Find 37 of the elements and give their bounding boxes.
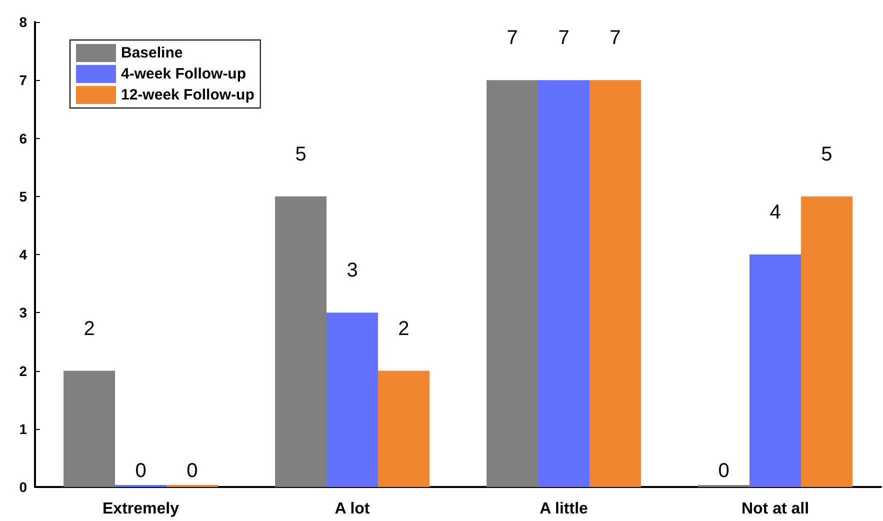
legend-label: 12-week Follow-up (121, 86, 254, 104)
legend-label: Baseline (121, 44, 183, 62)
y-tick-label: 4 (19, 246, 28, 262)
data-label: 5 (295, 143, 306, 166)
bar (275, 196, 327, 487)
data-label: 7 (558, 27, 570, 50)
x-tick-label: A lot (334, 500, 370, 518)
y-tick-label: 6 (19, 130, 28, 146)
data-label: 5 (821, 143, 832, 166)
bar (589, 80, 641, 487)
x-tick-label: Not at all (741, 500, 810, 518)
data-label: 0 (135, 460, 146, 482)
data-label: 7 (506, 27, 518, 50)
y-tick-label: 2 (19, 362, 28, 379)
data-label: 2 (84, 318, 95, 340)
y-tick-label: 7 (19, 72, 28, 88)
data-label: 7 (610, 27, 621, 50)
legend-label: 4-week Follow-up (121, 66, 246, 82)
bar (326, 312, 378, 487)
data-label: 0 (186, 460, 198, 482)
y-tick-label: 8 (19, 14, 28, 30)
y-tick-label: 3 (19, 304, 28, 321)
data-label: 2 (398, 318, 410, 340)
bar (486, 80, 538, 487)
bar (750, 254, 801, 487)
x-tick-label: Extremely (102, 500, 180, 518)
bar (800, 196, 852, 487)
y-tick-label: 1 (19, 420, 28, 437)
y-tick-label: 5 (19, 188, 28, 204)
data-label: 4 (770, 202, 781, 224)
bar (378, 370, 430, 487)
y-tick-label: 0 (19, 479, 28, 495)
data-label: 0 (718, 460, 730, 482)
bar (538, 80, 590, 487)
x-tick-label: A little (540, 500, 588, 518)
bar (64, 370, 116, 487)
data-label: 3 (346, 260, 358, 282)
